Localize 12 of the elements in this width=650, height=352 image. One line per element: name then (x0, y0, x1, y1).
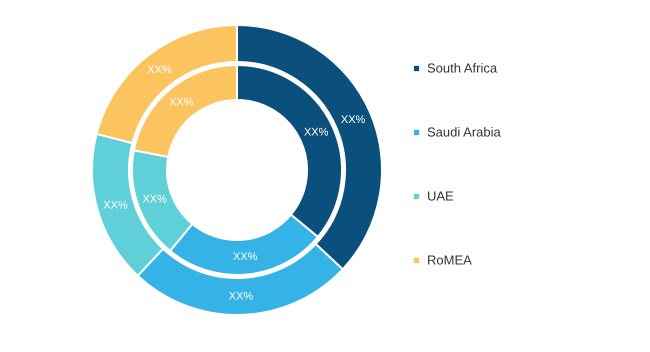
data-label: XX% (233, 251, 258, 264)
data-label: XX% (147, 64, 172, 76)
data-label: XX% (142, 194, 168, 206)
legend-label: RoMEA (427, 252, 472, 268)
data-label: XX% (340, 114, 366, 126)
legend-label: South Africa (427, 60, 498, 76)
legend-label: UAE (427, 188, 454, 204)
legend-label: Saudi Arabia (427, 124, 502, 140)
data-label: XX% (103, 199, 128, 212)
data-label: XX% (304, 126, 329, 139)
data-label: XX% (228, 290, 254, 302)
data-label: XX% (168, 96, 194, 109)
